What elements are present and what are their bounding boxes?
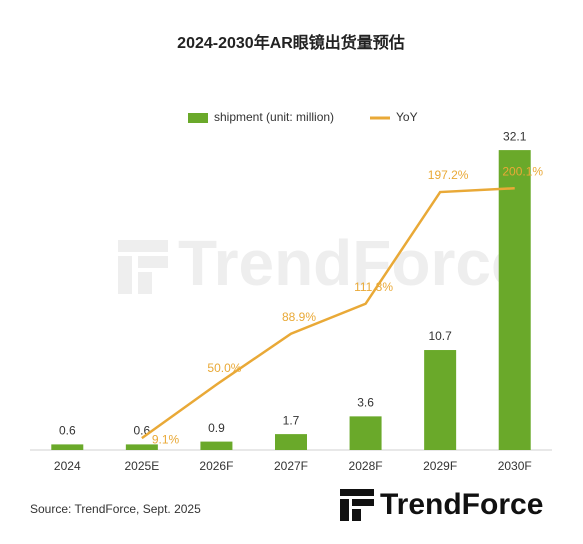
legend-label: shipment (unit: million) xyxy=(214,110,334,124)
source: Source: TrendForce, Sept. 2025 xyxy=(30,502,201,516)
bar xyxy=(424,350,457,450)
value-label: 111.8% xyxy=(354,280,393,294)
x-tick-label: 2030F xyxy=(498,459,532,473)
value-label: 1.7 xyxy=(283,413,300,427)
value-label: 50.0% xyxy=(207,361,241,375)
value-label: 32.1 xyxy=(503,129,527,143)
x-tick-label: 2026F xyxy=(199,459,233,473)
bar xyxy=(275,434,307,450)
x-tick-label: 2029F xyxy=(423,459,457,473)
value-label: 3.6 xyxy=(357,396,374,410)
line xyxy=(141,187,515,440)
x-tick-label: 2025E xyxy=(125,459,160,473)
watermark-icon xyxy=(118,240,168,294)
value-label: 9.1% xyxy=(152,432,180,446)
x-tick-label: 2028F xyxy=(349,459,383,473)
watermark: TrendForce xyxy=(178,227,527,299)
value-label: 88.9% xyxy=(282,310,316,324)
x-tick-label: 2027F xyxy=(274,459,308,473)
value-label: 197.2% xyxy=(428,168,469,182)
bar xyxy=(349,416,382,450)
bar xyxy=(200,441,233,450)
bar xyxy=(498,150,531,450)
logo: TrendForce xyxy=(380,488,543,521)
value-label: 10.7 xyxy=(428,329,452,343)
chart-title: 2024-2030年AR眼镜出货量预估 xyxy=(177,33,405,52)
logo-icon xyxy=(340,489,374,521)
legend-label: YoY xyxy=(396,110,418,124)
value-label: 0.6 xyxy=(134,424,151,438)
legend-swatch xyxy=(188,113,208,123)
value-label: 0.9 xyxy=(208,421,225,435)
bar xyxy=(51,444,84,450)
value-label: 0.6 xyxy=(59,424,76,438)
bar xyxy=(125,444,158,450)
x-tick-label: 2024 xyxy=(54,459,81,473)
value-label: 200.1% xyxy=(502,164,543,178)
